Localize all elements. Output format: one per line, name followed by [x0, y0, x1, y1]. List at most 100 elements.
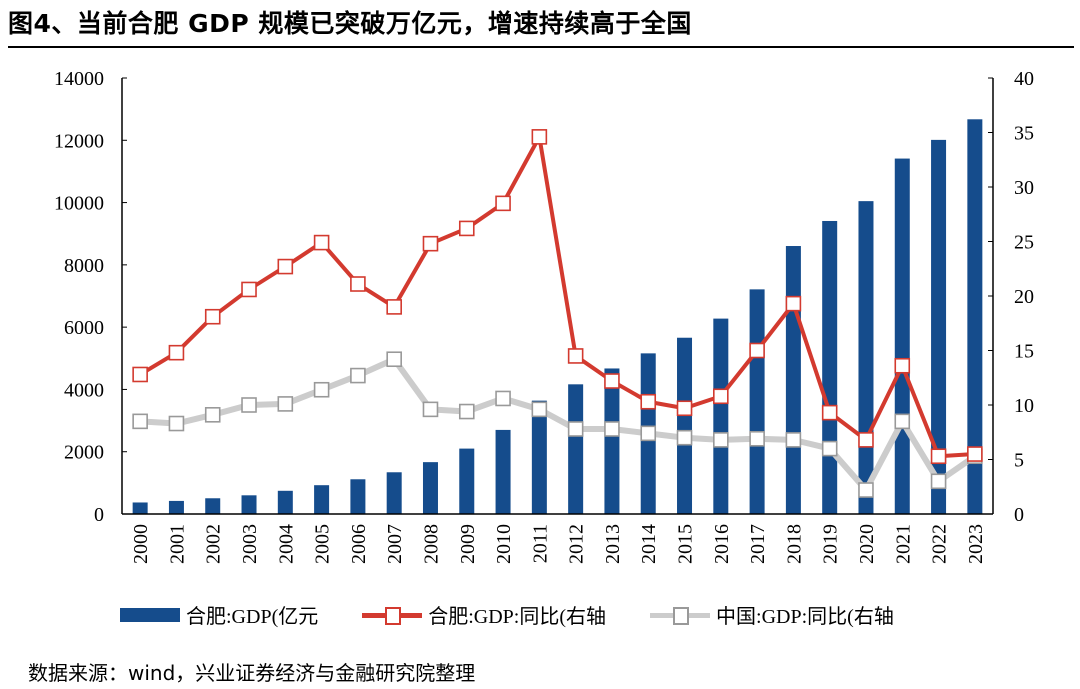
china-growth-point-2016 [713, 432, 729, 448]
china-growth-point-2007 [386, 351, 402, 368]
hefei-growth-point-2018 [785, 295, 802, 312]
x-tick-label: 2006 [348, 524, 370, 564]
x-tick-label: 2007 [384, 524, 406, 564]
bar-2021 [894, 158, 910, 514]
bar-2001 [168, 500, 184, 514]
hefei-growth-point-2017 [749, 342, 765, 359]
x-tick-label: 2019 [820, 524, 842, 564]
bar-2004 [277, 490, 293, 514]
left-tick-label: 10000 [54, 193, 104, 215]
right-tick-label: 15 [1014, 341, 1034, 363]
legend-swatch-bar [120, 607, 180, 622]
hefei-growth-point-2007 [386, 299, 402, 315]
hefei-growth-point-2019 [821, 404, 838, 421]
china-growth-point-2010 [495, 390, 511, 407]
bar-2006 [350, 479, 366, 514]
china-growth-point-2002 [204, 407, 221, 423]
hefei-growth-line [139, 134, 975, 459]
right-tick-label: 5 [1014, 450, 1024, 472]
legend-swatch-line [362, 605, 423, 625]
hefei-growth-point-2022 [930, 448, 947, 465]
hefei-growth-point-2004 [277, 258, 294, 275]
hefei-growth-point-2015 [676, 400, 693, 417]
hefei-growth-point-2016 [713, 388, 729, 405]
hefei-growth-point-2023 [967, 446, 983, 462]
bar-2015 [677, 337, 693, 514]
bar-2007 [386, 472, 402, 514]
left-tick-label: 2000 [64, 442, 104, 464]
x-tick-label: 2001 [166, 524, 188, 564]
hefei-growth-point-2002 [204, 308, 221, 325]
bar-2008 [422, 462, 438, 514]
x-tick-label: 2003 [239, 524, 261, 564]
legend-item-china-growth: 中国:GDP:同比(右轴 [650, 600, 894, 629]
legend: 合肥:GDP(亿元 合肥:GDP:同比(右轴 中国:GDP:同比(右轴 [120, 600, 938, 629]
hefei-growth-point-2009 [458, 220, 475, 237]
hefei-growth-point-2021 [894, 357, 911, 374]
left-tick-label: 4000 [64, 379, 104, 401]
x-tick-label: 2014 [638, 524, 660, 564]
bar-2002 [205, 498, 221, 514]
chart: 0 2000 4000 6000 8000 10000 12000 14000 0 5 10 15 20… [54, 68, 1034, 564]
x-tick-label: 2004 [275, 524, 297, 564]
right-tick-label: 35 [1014, 123, 1034, 145]
x-tick-label: 2008 [420, 524, 442, 564]
china-growth-point-2017 [749, 430, 765, 447]
x-tick-label: 2018 [783, 524, 805, 564]
bar-2011 [531, 400, 547, 514]
x-tick-label: 2023 [965, 524, 987, 564]
legend-label: 合肥:GDP(亿元 [186, 606, 319, 628]
hefei-growth-point-2010 [495, 195, 511, 212]
hefei-growth-point-2006 [350, 276, 366, 292]
x-tick-label: 2021 [892, 524, 914, 564]
x-tick-label: 2011 [529, 524, 551, 563]
china-growth-point-2006 [350, 367, 366, 384]
china-growth-point-2011 [531, 401, 548, 418]
hefei-growth-point-2003 [241, 281, 257, 298]
china-growth-point-2000 [132, 413, 148, 430]
hefei-growth-point-2020 [858, 432, 874, 448]
left-tick-label: 8000 [64, 255, 104, 277]
bar-2005 [314, 485, 330, 514]
right-tick-label: 25 [1014, 232, 1034, 254]
bar-2023 [967, 119, 983, 515]
right-tick-label: 30 [1014, 177, 1034, 199]
legend-swatch-line [650, 605, 711, 625]
bar-2022 [931, 139, 947, 514]
x-tick-label: 2010 [493, 524, 515, 564]
x-tick-label: 2009 [457, 524, 479, 564]
right-tick-label: 0 [1014, 504, 1024, 526]
china-growth-point-2001 [168, 415, 185, 432]
china-growth-line [139, 356, 977, 494]
china-growth-point-2009 [458, 403, 475, 420]
china-growth-point-2012 [567, 421, 584, 437]
x-tick-label: 2000 [130, 524, 152, 564]
bar-2003 [241, 495, 257, 514]
hefei-growth-point-2005 [313, 234, 330, 251]
hefei-growth-point-2000 [132, 366, 148, 383]
legend-label: 合肥:GDP:同比(右轴 [428, 606, 607, 628]
bar-2018 [785, 246, 801, 514]
hefei-growth-point-2008 [422, 235, 439, 252]
hefei-growth-point-2011 [531, 129, 548, 145]
china-growth-point-2008 [422, 401, 439, 418]
bar-2020 [858, 201, 874, 514]
hefei-growth-point-2013 [604, 373, 620, 389]
china-growth-point-2015 [676, 429, 693, 446]
bar-2009 [459, 448, 475, 514]
left-tick-label: 0 [94, 504, 104, 526]
right-tick-label: 10 [1014, 395, 1034, 417]
x-tick-label: 2016 [711, 524, 733, 564]
left-tick-label: 6000 [64, 317, 104, 339]
chart-title: 图4、当前合肥 GDP 规模已突破万亿元，增速持续高于全国 [8, 9, 692, 38]
x-tick-label: 2013 [602, 524, 624, 564]
x-tick-label: 2022 [929, 524, 951, 564]
legend-label: 中国:GDP:同比(右轴 [716, 606, 894, 628]
left-tick-label: 12000 [54, 130, 104, 152]
legend-item-hefei-growth: 合肥:GDP:同比(右轴 [362, 600, 606, 629]
bar-2019 [822, 220, 838, 514]
hefei-growth-point-2014 [640, 393, 657, 410]
china-growth-point-2022 [930, 473, 947, 490]
left-tick-label: 14000 [54, 68, 104, 90]
x-tick-label: 2015 [675, 524, 697, 564]
